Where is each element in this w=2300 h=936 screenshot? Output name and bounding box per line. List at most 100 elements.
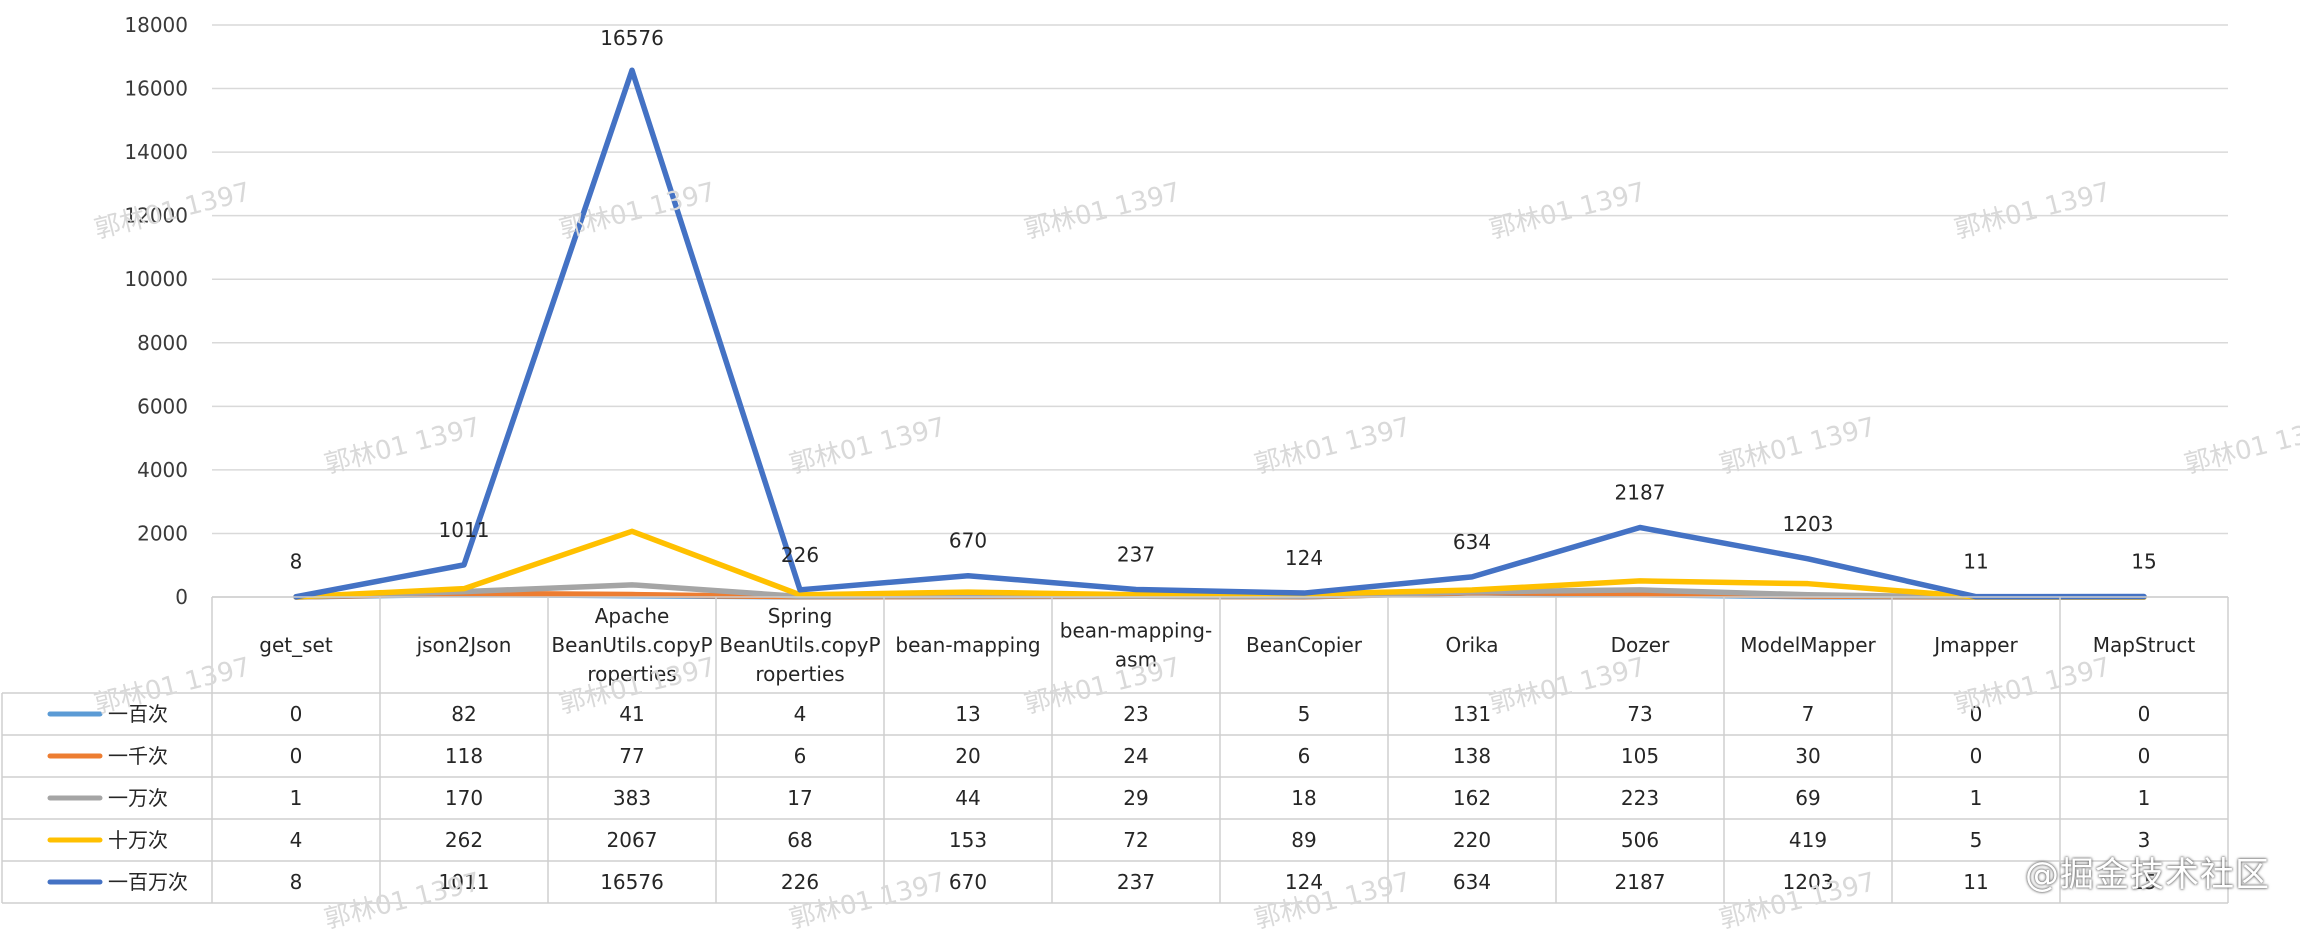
legend-entry: 一百万次 [108,870,188,894]
table-cell: 5 [1970,828,1983,852]
table-cell: 4 [794,702,807,726]
table-cell: 3 [2138,828,2151,852]
y-tick-label: 12000 [124,204,188,228]
table-cell: 162 [1453,786,1491,810]
category-label-line: MapStruct [2093,633,2196,657]
table-cell: 20 [955,744,980,768]
category-label-line: json2Json [416,633,512,657]
table-cell: 44 [955,786,980,810]
category-label: Spring BeanUtils.copyP roperties [719,604,880,686]
table-cell: 223 [1621,786,1659,810]
table-cell: 1 [290,786,303,810]
table-cell: 170 [445,786,483,810]
data-label: 1011 [439,518,490,542]
series-line [293,67,2147,600]
category-label-line: BeanCopier [1246,633,1363,657]
category-label: ModelMapper [1740,633,1876,657]
table-cell: 131 [1453,702,1491,726]
category-label: bean-mapping-asm [1060,619,1212,672]
y-tick-label: 4000 [137,458,188,482]
category-label-line: Apache [595,604,670,628]
y-tick-label: 2000 [137,521,188,545]
data-label: 8 [290,550,303,574]
table-cell: 89 [1291,828,1316,852]
table-cell: 41 [619,702,644,726]
table-cell: 30 [1795,744,1820,768]
y-tick-label: 16000 [124,77,188,101]
y-tick-label: 0 [175,585,188,609]
category-label-line: asm [1115,648,1157,672]
table-cell: 383 [613,786,651,810]
legend-entry: 一千次 [108,744,168,768]
gridlines [212,24,2228,598]
table-cell: 73 [1627,702,1652,726]
y-tick-label: 8000 [137,331,188,355]
brand-watermark: @掘金技术社区 [2025,855,2270,895]
legend-entry: 一万次 [108,786,168,810]
table-cell: 1 [1970,786,1983,810]
table-cell: 105 [1621,744,1659,768]
category-label-line: BeanUtils.copyP [551,633,712,657]
table-cell: 419 [1789,828,1827,852]
table-cell: 138 [1453,744,1491,768]
table-cell: 8 [290,870,303,894]
category-label-line: Spring [768,604,833,628]
table-cell: 262 [445,828,483,852]
table-cell: 2067 [607,828,658,852]
table-cell: 2187 [1615,870,1666,894]
table-cell: 0 [2138,702,2151,726]
table-cell: 72 [1123,828,1148,852]
table-cell: 4 [290,828,303,852]
table-cell: 118 [445,744,483,768]
legend-entry: 一百次 [108,702,168,726]
category-label-line: Jmapper [1932,633,2018,657]
table-cell: 6 [1298,744,1311,768]
data-label: 16576 [600,26,664,50]
category-label: MapStruct [2093,633,2196,657]
table-cell: 82 [451,702,476,726]
table-cell: 0 [2138,744,2151,768]
category-label: Orika [1445,633,1498,657]
table-cell: 226 [781,870,819,894]
table-cell: 17 [787,786,812,810]
category-label-line: Dozer [1611,633,1670,657]
table-cell: 15 [2131,870,2156,894]
table-cell: 670 [949,870,987,894]
table-cell: 0 [1970,702,1983,726]
y-tick-label: 6000 [137,394,188,418]
category-label-line: Orika [1445,633,1498,657]
category-label-line: ModelMapper [1740,633,1876,657]
table-cell: 634 [1453,870,1491,894]
data-label: 124 [1285,546,1323,570]
category-label: Dozer [1611,633,1670,657]
table-cell: 6 [794,744,807,768]
data-label: 2187 [1615,481,1666,505]
table-cell: 237 [1117,870,1155,894]
table-cell: 0 [1970,744,1983,768]
table-cell: 11 [1963,870,1988,894]
category-label-line: roperties [755,662,844,686]
data-table: get_set json2Json Apache BeanUtils.copyP rop… [1,596,2229,904]
data-label: 1203 [1783,512,1834,536]
data-label: 15 [2131,550,2156,574]
table-cell: 0 [290,744,303,768]
table-cell: 1 [2138,786,2151,810]
category-label-line: roperties [587,662,676,686]
table-cell: 7 [1802,702,1815,726]
table-cell: 0 [290,702,303,726]
series-line [293,528,2147,600]
table-cell: 29 [1123,786,1148,810]
category-label: Apache BeanUtils.copyP roperties [551,604,712,686]
table-cell: 5 [1298,702,1311,726]
table-cell: 506 [1621,828,1659,852]
data-label: 634 [1453,530,1491,554]
category-label: BeanCopier [1246,633,1363,657]
table-cell: 18 [1291,786,1316,810]
category-label: get_set [259,633,333,657]
y-tick-label: 18000 [124,13,188,37]
table-cell: 68 [787,828,812,852]
table-cell: 1011 [439,870,490,894]
data-label: 670 [949,529,987,553]
line-chart: 0200040006000800010000120001400016000180… [1,13,2229,904]
table-cell: 23 [1123,702,1148,726]
